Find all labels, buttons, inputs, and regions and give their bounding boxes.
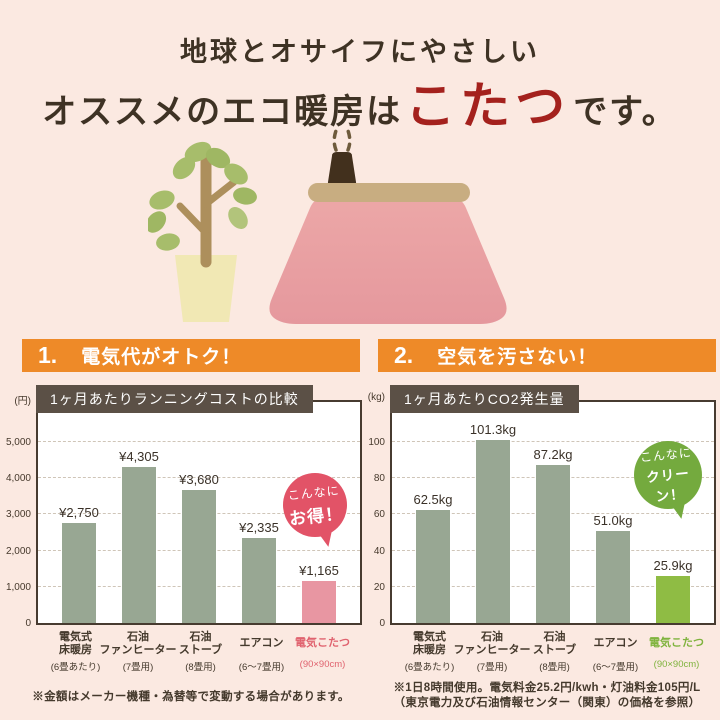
x-category-label: 電気式 床暖房 (6畳あたり): [50, 630, 101, 674]
co2-chart-x-axis: 電気式 床暖房 (6畳あたり) 石油 ファンヒーター (7畳用) 石油 ストーブ (8畳用) エア…: [390, 630, 716, 674]
x-category-label: 石油 ファンヒーター (7畳用): [99, 630, 177, 674]
gridline: [38, 441, 360, 442]
y-tick-label: 60: [373, 509, 385, 521]
bar-value-label: 62.5kg: [413, 491, 453, 507]
header-subtitle: 地球とオサイフにやさしい: [180, 37, 540, 67]
co2-chart-plot: 62.5kg 101.3kg 87.2kg 51.0kg 25.9kg: [390, 400, 716, 625]
section-1-title: 電気代がオトク！: [81, 347, 242, 368]
bar: [122, 467, 156, 623]
x-category-label: エアコン (6～7畳用): [238, 637, 285, 673]
gridline: [392, 441, 714, 442]
plant-trunk: [176, 156, 238, 268]
header-title-highlight: こたつ: [405, 78, 571, 134]
plant-pot: [175, 255, 237, 322]
steam-icon: [332, 126, 352, 152]
bar: [596, 530, 630, 623]
y-tick-label: 100: [368, 437, 385, 448]
section-1-header: 1. 電気代がオトク！: [22, 339, 360, 372]
bar-column: ¥4,305: [110, 402, 168, 623]
bar-value-label: ¥2,335: [239, 520, 279, 536]
clean-badge: こんなに クリーン！: [634, 441, 702, 509]
bar-column: 87.2kg: [524, 402, 582, 623]
y-tick-label: 4,000: [5, 473, 31, 485]
bar-value-label: 51.0kg: [593, 512, 633, 528]
bar-column: 25.9kg: [644, 402, 702, 623]
y-tick-label: 0: [379, 618, 385, 629]
bar-column: ¥2,335: [230, 402, 288, 623]
cost-chart-x-axis: 電気式 床暖房 (6畳あたり) 石油 ファンヒーター (7畳用) 石油 ストーブ (8畳用) エア…: [36, 630, 362, 674]
section-2-header: 2. 空気を汚さない！: [378, 339, 716, 372]
bar: [182, 489, 216, 623]
bar-group: ¥2,750 ¥4,305 ¥3,680 ¥2,335 ¥1,165: [38, 402, 360, 623]
y-tick-label: 1,000: [5, 581, 31, 593]
bar: [302, 580, 336, 623]
co2-footnote-line1: ※1日8時間使用。電気料金25.2円/kwh・灯油料金105円/L: [393, 682, 701, 694]
section-1-number: 1.: [38, 342, 58, 368]
bar-value-label: ¥3,680: [179, 471, 219, 487]
bar-column: ¥2,750: [50, 402, 108, 623]
x-category-label: 石油 ファンヒーター (7畳用): [453, 630, 531, 674]
bar-value-label: 25.9kg: [653, 558, 693, 574]
bar-column: 101.3kg: [464, 402, 522, 623]
savings-badge-text: こんなに お得！: [287, 482, 344, 529]
bar-column: 62.5kg: [404, 402, 462, 623]
x-category-label: 電気こたつ (90×90cm): [295, 637, 350, 670]
kotatsu-illustration: [269, 126, 507, 324]
plant-leaves: [148, 141, 257, 251]
y-axis-unit: (kg): [367, 392, 385, 403]
bar-value-label: ¥2,750: [59, 505, 99, 521]
teapot-icon: [327, 152, 357, 189]
x-category-label: 電気こたつ (90×90cm): [649, 637, 704, 670]
x-category-label: 電気式 床暖房 (6畳あたり): [404, 630, 455, 674]
bar: [476, 439, 510, 623]
y-tick-label: 2,000: [5, 545, 31, 557]
bar-value-label: ¥4,305: [119, 449, 159, 465]
potted-plant-illustration: [148, 141, 257, 322]
bar-value-label: 101.3kg: [469, 421, 517, 437]
y-tick-label: 5,000: [5, 437, 31, 448]
x-category-label: エアコン (6～7畳用): [592, 637, 639, 673]
header-title: オススメのエコ暖房は こたつ です。: [0, 66, 720, 138]
bar-column: ¥1,165: [290, 402, 348, 623]
clean-badge-text: こんなに クリーン！: [639, 445, 693, 505]
x-category-label: 石油 ストーブ (8畳用): [178, 630, 223, 674]
header-title-suffix: です。: [573, 94, 678, 131]
y-tick-label: 3,000: [5, 509, 31, 521]
bar-column: ¥3,680: [170, 402, 228, 623]
bar: [656, 576, 690, 623]
y-tick-label: 0: [25, 618, 31, 629]
y-tick-label: 20: [373, 581, 385, 593]
gridline: [38, 477, 360, 479]
cost-chart-title: 1ヶ月あたりランニングコストの比較: [36, 385, 313, 413]
co2-chart-title: 1ヶ月あたりCO2発生量: [390, 385, 579, 413]
bar: [242, 538, 276, 623]
bar-value-label: 87.2kg: [533, 447, 573, 463]
cost-footnote: ※金額はメーカー機種・為替等で変動する場合があります。: [32, 691, 350, 703]
section-2-number: 2.: [394, 342, 414, 368]
y-axis-unit: (円): [14, 396, 31, 407]
x-category-label: 石油 ストーブ (8畳用): [532, 630, 577, 674]
co2-chart-y-axis: (kg) 100 80 60 40 20 0: [354, 392, 388, 629]
co2-footnote: ※1日8時間使用。電気料金25.2円/kwh・灯油料金105円/L （東京電力及…: [378, 681, 716, 711]
y-tick-label: 40: [373, 545, 385, 557]
bar: [62, 523, 96, 623]
kotatsu-tabletop: [308, 183, 470, 202]
bar: [416, 509, 450, 623]
co2-footnote-line2: （東京電力及び石油情報センター（関東）の価格を参照）: [393, 697, 701, 709]
header-title-prefix: オススメのエコ暖房は: [42, 94, 403, 131]
y-tick-label: 80: [373, 473, 385, 485]
bar-group: 62.5kg 101.3kg 87.2kg 51.0kg 25.9kg: [392, 402, 714, 623]
section-2-title: 空気を汚さない！: [437, 347, 598, 368]
bar: [536, 465, 570, 623]
bar-value-label: ¥1,165: [299, 562, 339, 578]
cost-chart-y-axis: (円) 5,000 4,000 3,000 2,000 1,000 0: [0, 396, 34, 629]
kotatsu-blanket: [269, 198, 507, 324]
bar-column: 51.0kg: [584, 402, 642, 623]
savings-badge: こんなに お得！: [283, 473, 347, 537]
